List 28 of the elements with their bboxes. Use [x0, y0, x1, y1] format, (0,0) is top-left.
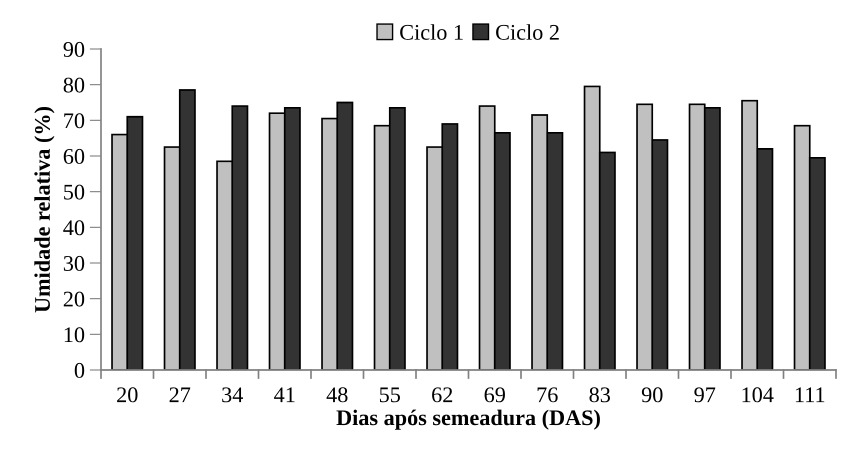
- legend-label: Ciclo 2: [496, 24, 559, 40]
- x-tick-label: 111: [796, 387, 824, 402]
- x-tick-label: 55: [380, 388, 400, 402]
- x-tick-label: 69: [484, 387, 505, 402]
- x-tick-label: 76: [538, 387, 558, 402]
- x-tick-label: 83: [589, 387, 610, 402]
- y-tick-label: 70: [64, 113, 84, 128]
- y-tick-label: 10: [64, 327, 84, 342]
- legend-label: Ciclo 1: [400, 24, 463, 40]
- x-tick-label: 41: [274, 387, 295, 402]
- x-tick-label: 62: [432, 387, 452, 402]
- x-axis-title: Dias após semeadura (DAS): [336, 410, 600, 430]
- x-tick-label: 97: [694, 387, 716, 402]
- y-tick-label: 60: [64, 148, 84, 164]
- y-tick-label: 90: [64, 42, 84, 57]
- x-tick-label: 27: [170, 387, 190, 402]
- y-tick-label: 30: [64, 256, 84, 271]
- y-tick-label: 0: [74, 362, 84, 378]
- y-tick-label: 80: [64, 78, 84, 93]
- x-tick-label: 104: [742, 387, 774, 402]
- x-tick-label: 90: [642, 387, 663, 402]
- x-tick-label: 34: [222, 387, 244, 402]
- y-axis-title: Umidade relativa (%): [34, 106, 54, 312]
- y-tick-label: 40: [63, 220, 84, 236]
- y-tick-label: 50: [64, 184, 84, 200]
- x-tick-label: 48: [326, 387, 348, 402]
- y-tick-label: 20: [64, 292, 84, 307]
- x-tick-label: 20: [117, 387, 138, 402]
